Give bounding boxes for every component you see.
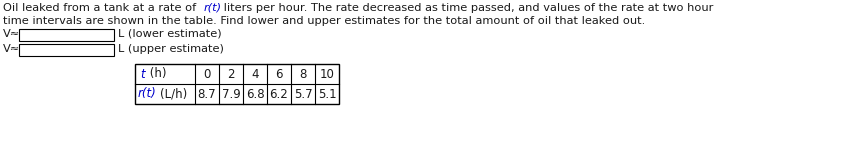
Text: V≈: V≈ [3,44,20,54]
Text: V≈: V≈ [3,29,20,39]
Text: 6.2: 6.2 [269,88,289,100]
Text: 10: 10 [320,68,334,80]
Text: 5.1: 5.1 [317,88,336,100]
Text: 6: 6 [275,68,283,80]
Text: r(t): r(t) [138,88,157,100]
Text: time intervals are shown in the table. Find lower and upper estimates for the to: time intervals are shown in the table. F… [3,16,646,26]
Text: 2: 2 [227,68,235,80]
Text: (h): (h) [146,68,166,80]
Text: t: t [140,68,144,80]
Text: Oil leaked from a tank at a rate of: Oil leaked from a tank at a rate of [3,3,200,13]
Text: 4: 4 [252,68,259,80]
Text: 0: 0 [203,68,211,80]
Text: 8: 8 [300,68,306,80]
Text: 8.7: 8.7 [197,88,216,100]
Text: 5.7: 5.7 [294,88,312,100]
Text: L (upper estimate): L (upper estimate) [118,44,224,54]
Bar [19,44,114,56]
Bar [135,64,339,104]
Text: L (lower estimate): L (lower estimate) [118,29,222,39]
Text: 6.8: 6.8 [246,88,264,100]
Bar [19,29,114,41]
Text: (L/h): (L/h) [160,88,187,100]
Text: liters per hour. The rate decreased as time passed, and values of the rate at tw: liters per hour. The rate decreased as t… [220,3,713,13]
Text: 7.9: 7.9 [222,88,241,100]
Text: r(t): r(t) [204,3,222,13]
